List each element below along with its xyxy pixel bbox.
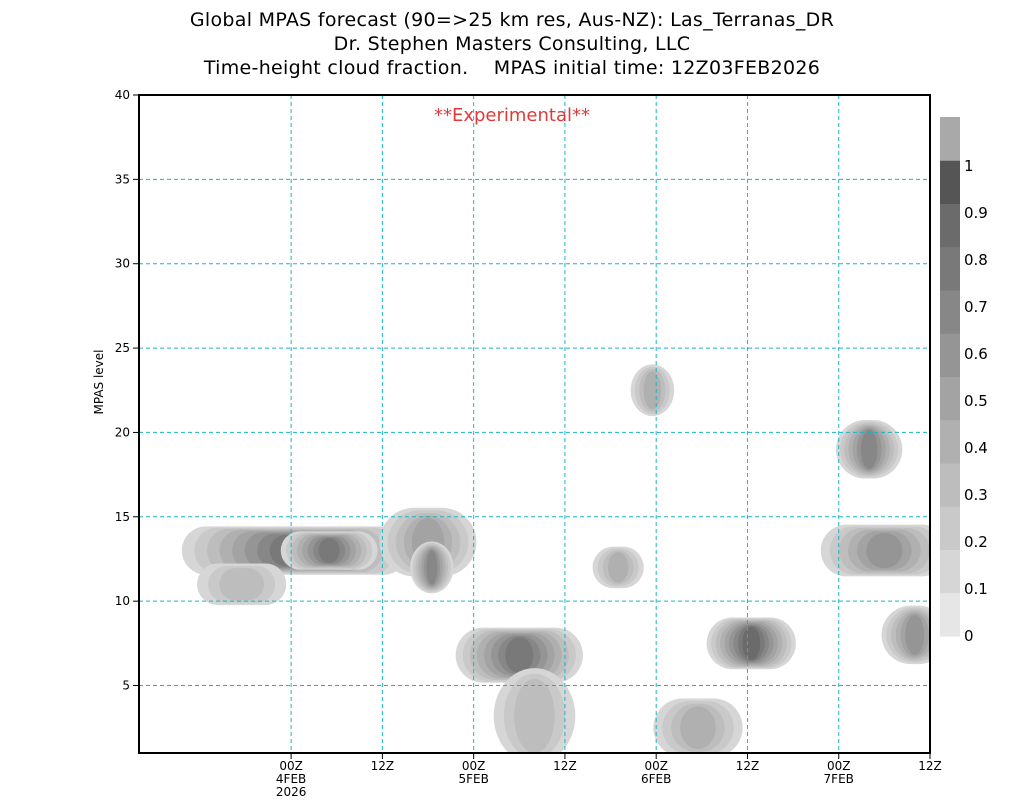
- colorbar-swatch-3: [940, 463, 960, 507]
- plot-frame: [138, 94, 931, 754]
- x-tick-label-4-0: 00Z: [644, 759, 668, 773]
- cloud-contour-6-2: [514, 678, 555, 753]
- colorbar-label-6: 0.6: [964, 345, 988, 363]
- colorbar-swatch-2: [940, 506, 960, 550]
- y-tick-label-5: 30: [115, 257, 130, 271]
- colorbar-label-0: 0: [964, 627, 974, 645]
- x-tick-label-0-2: 2026: [276, 785, 307, 799]
- chart-title-line-2: Dr. Stephen Masters Consulting, LLC: [333, 33, 691, 55]
- cloud-feature-13: [881, 605, 930, 665]
- cloud-contour-2-7: [318, 538, 340, 563]
- x-tick-label-4-1: 6FEB: [641, 772, 671, 786]
- cloud-feature-1: [197, 563, 287, 606]
- colorbar-label-4: 0.4: [964, 439, 988, 457]
- y-axis-label: MPAS level: [92, 350, 106, 415]
- x-tick-label-1-0: 12Z: [371, 759, 395, 773]
- x-tick-label-2-1: 5FEB: [458, 772, 488, 786]
- colorbar-swatch-5: [940, 376, 960, 421]
- colorbar-label-9: 0.9: [964, 204, 988, 222]
- colorbar-label-5: 0.5: [964, 392, 988, 410]
- cloud-contour-5-7: [505, 637, 534, 674]
- x-tick-label-6-0: 00Z: [827, 759, 851, 773]
- cloud-feature-6: [493, 668, 576, 753]
- y-axis: 5 10 15 20 25 30 35 40: [115, 88, 139, 693]
- chart-title-block: Global MPAS forecast (90=>25 km res, Aus…: [0, 8, 1024, 80]
- cloud-fraction-field: [181, 364, 930, 753]
- cloud-contour-12-6: [860, 429, 878, 469]
- x-tick-label-5-0: 12Z: [736, 759, 760, 773]
- x-tick-label-7-0: 12Z: [918, 759, 942, 773]
- cloud-feature-5: [455, 627, 583, 683]
- cloud-contour-10-8: [742, 626, 761, 660]
- y-tick-label-6: 35: [115, 172, 130, 186]
- cloud-feature-9: [653, 698, 743, 753]
- x-tick-label-2-0: 00Z: [462, 759, 486, 773]
- colorbar-swatch-7: [940, 290, 960, 334]
- x-tick-label-0-0: 00Z: [279, 759, 303, 773]
- cloud-contour-13-5: [905, 615, 925, 655]
- chart-title-line-3: Time-height cloud fraction. MPAS initial…: [203, 57, 821, 79]
- cloud-contour-8-3: [643, 371, 662, 410]
- colorbar-swatch-9: [940, 203, 960, 248]
- colorbar-swatch-11: [940, 117, 960, 161]
- colorbar: 0 0.1 0.2 0.3 0.4 0.5 0.6 0.7 0.8 0.9 1: [940, 117, 988, 645]
- colorbar-swatch-0: [940, 592, 960, 637]
- grid-lines: [139, 95, 930, 753]
- cloud-feature-2: [280, 531, 378, 570]
- y-tick-label-0: 5: [122, 679, 130, 693]
- cloud-contour-11-5: [866, 532, 903, 569]
- x-tick-label-6-1: 7FEB: [824, 772, 854, 786]
- cloud-feature-12: [835, 420, 903, 479]
- y-tick-label-1: 10: [115, 594, 130, 608]
- cloud-feature-4: [410, 541, 454, 594]
- chart-title-line-1: Global MPAS forecast (90=>25 km res, Aus…: [189, 9, 835, 31]
- cloud-contour-9-3: [680, 706, 716, 750]
- colorbar-swatch-10: [940, 160, 960, 204]
- colorbar-swatch-6: [940, 333, 960, 377]
- x-tick-label-0-1: 4FEB: [276, 772, 306, 786]
- colorbar-label-2: 0.2: [964, 533, 988, 551]
- cloud-feature-8: [630, 364, 675, 417]
- cloud-feature-7: [592, 546, 644, 589]
- experimental-annotation: **Experimental**: [434, 105, 590, 126]
- colorbar-label-3: 0.3: [964, 486, 988, 504]
- colorbar-label-8: 0.8: [964, 251, 988, 269]
- x-tick-label-3-0: 12Z: [553, 759, 577, 773]
- cloud-feature-11: [820, 524, 930, 577]
- colorbar-label-10: 1: [964, 157, 974, 175]
- colorbar-swatch-8: [940, 246, 960, 291]
- y-tick-label-7: 40: [115, 88, 130, 102]
- cloud-contour-7-3: [607, 552, 629, 583]
- cloud-feature-10: [706, 617, 796, 670]
- cloud-contour-1-2: [219, 568, 264, 601]
- y-tick-label-3: 20: [115, 425, 130, 439]
- y-tick-label-4: 25: [115, 341, 130, 355]
- cloud-contour-4-6: [426, 550, 438, 585]
- colorbar-label-7: 0.7: [964, 298, 988, 316]
- y-tick-label-2: 15: [115, 510, 130, 524]
- colorbar-label-1: 0.1: [964, 580, 988, 598]
- colorbar-swatch-4: [940, 419, 960, 464]
- colorbar-swatch-1: [940, 549, 960, 594]
